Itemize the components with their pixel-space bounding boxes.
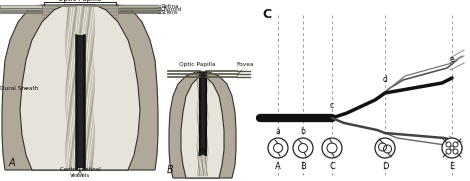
Bar [118, 5, 160, 8]
Polygon shape [181, 72, 224, 178]
Text: b: b [300, 127, 306, 136]
Bar [0, 5, 42, 8]
Text: A: A [275, 162, 281, 171]
Text: e: e [450, 56, 454, 64]
Text: a: a [275, 127, 281, 136]
Text: Dural Sheath: Dural Sheath [0, 85, 39, 90]
Bar [199, 72, 205, 155]
Text: E: E [449, 162, 454, 171]
Bar [0, 11, 42, 13]
Text: d: d [383, 75, 387, 85]
Text: B: B [167, 165, 173, 175]
Circle shape [442, 138, 462, 158]
Bar [118, 11, 160, 13]
Bar [0, 8, 42, 10]
Bar [118, 8, 160, 10]
Text: Optic Papilla: Optic Papilla [179, 62, 215, 67]
Circle shape [375, 138, 395, 158]
Text: Sclera: Sclera [161, 10, 178, 15]
Text: C: C [262, 8, 271, 21]
Text: Optic Papilla: Optic Papilla [58, 0, 102, 1]
Text: c: c [330, 102, 334, 110]
Text: Fovea: Fovea [236, 62, 254, 67]
Polygon shape [20, 5, 140, 170]
Text: Retina: Retina [161, 4, 179, 9]
Text: Choroid: Choroid [161, 7, 182, 12]
Polygon shape [169, 72, 236, 178]
Text: D: D [382, 162, 388, 171]
Circle shape [268, 138, 288, 158]
Circle shape [322, 138, 342, 158]
Text: A: A [8, 158, 16, 168]
Text: C: C [329, 162, 335, 171]
Text: Central Retinal
Vessels: Central Retinal Vessels [60, 167, 101, 178]
Text: B: B [300, 162, 306, 171]
Bar [76, 35, 84, 168]
Polygon shape [2, 5, 158, 170]
Circle shape [293, 138, 313, 158]
